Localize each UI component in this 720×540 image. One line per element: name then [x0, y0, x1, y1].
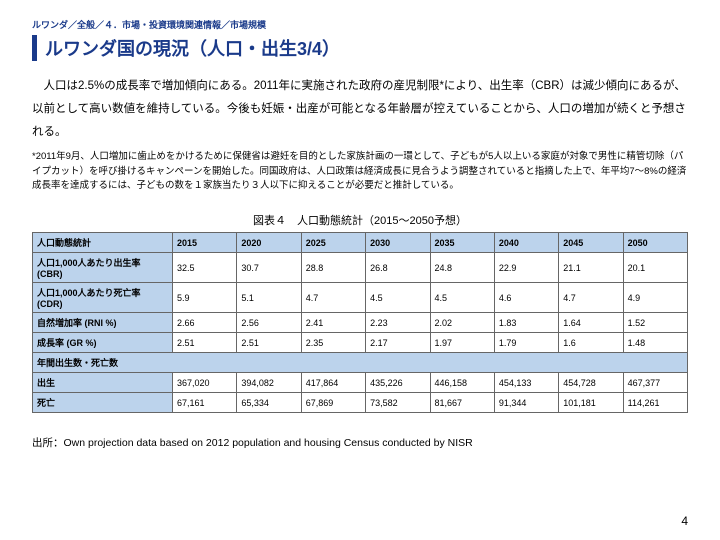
cell: 28.8 — [301, 253, 365, 283]
table-row: 死亡 67,161 65,334 67,869 73,582 81,667 91… — [33, 393, 688, 413]
row-label: 人口1,000人あたり出生率 (CBR) — [33, 253, 173, 283]
page-title: ルワンダ国の現況（人口・出生3/4） — [45, 35, 688, 61]
table-row: 成長率 (GR %) 2.51 2.51 2.35 2.17 1.97 1.79… — [33, 333, 688, 353]
cell: 2.17 — [366, 333, 430, 353]
row-label: 死亡 — [33, 393, 173, 413]
table-row: 人口1,000人あたり出生率 (CBR) 32.5 30.7 28.8 26.8… — [33, 253, 688, 283]
cell: 101,181 — [559, 393, 623, 413]
cell: 1.64 — [559, 313, 623, 333]
cell: 4.7 — [301, 283, 365, 313]
cell: 114,261 — [623, 393, 687, 413]
cell: 20.1 — [623, 253, 687, 283]
statistics-table: 人口動態統計 2015 2020 2025 2030 2035 2040 204… — [32, 232, 688, 413]
cell: 394,082 — [237, 373, 301, 393]
row-label: 自然増加率 (RNI %) — [33, 313, 173, 333]
col-header: 2025 — [301, 233, 365, 253]
row-label: 人口1,000人あたり死亡率 (CDR) — [33, 283, 173, 313]
cell: 4.6 — [494, 283, 558, 313]
cell: 65,334 — [237, 393, 301, 413]
cell: 2.51 — [237, 333, 301, 353]
cell: 81,667 — [430, 393, 494, 413]
cell: 67,869 — [301, 393, 365, 413]
table-subheader-row: 年間出生数・死亡数 — [33, 353, 688, 373]
table-row: 人口1,000人あたり死亡率 (CDR) 5.9 5.1 4.7 4.5 4.5… — [33, 283, 688, 313]
cell: 467,377 — [623, 373, 687, 393]
footnote-text: *2011年9月、人口増加に歯止めをかけるために保健省は避妊を目的とした家族計画… — [32, 150, 688, 194]
col-header: 2020 — [237, 233, 301, 253]
subheader-label: 年間出生数・死亡数 — [33, 353, 688, 373]
cell: 4.5 — [366, 283, 430, 313]
cell: 2.41 — [301, 313, 365, 333]
cell: 4.7 — [559, 283, 623, 313]
cell: 1.79 — [494, 333, 558, 353]
cell: 4.5 — [430, 283, 494, 313]
cell: 5.1 — [237, 283, 301, 313]
title-bar: ルワンダ国の現況（人口・出生3/4） — [32, 35, 688, 61]
page-number: 4 — [681, 514, 688, 528]
cell: 32.5 — [173, 253, 237, 283]
col-header: 2030 — [366, 233, 430, 253]
cell: 417,864 — [301, 373, 365, 393]
cell: 2.02 — [430, 313, 494, 333]
col-header: 2015 — [173, 233, 237, 253]
cell: 21.1 — [559, 253, 623, 283]
col-header: 2035 — [430, 233, 494, 253]
cell: 1.97 — [430, 333, 494, 353]
cell: 4.9 — [623, 283, 687, 313]
cell: 30.7 — [237, 253, 301, 283]
cell: 454,728 — [559, 373, 623, 393]
cell: 1.48 — [623, 333, 687, 353]
cell: 2.51 — [173, 333, 237, 353]
cell: 1.6 — [559, 333, 623, 353]
source-text: 出所：Own projection data based on 2012 pop… — [32, 435, 688, 450]
row-label: 成長率 (GR %) — [33, 333, 173, 353]
cell: 454,133 — [494, 373, 558, 393]
cell: 435,226 — [366, 373, 430, 393]
col-header: 2050 — [623, 233, 687, 253]
cell: 446,158 — [430, 373, 494, 393]
cell: 67,161 — [173, 393, 237, 413]
cell: 5.9 — [173, 283, 237, 313]
main-paragraph: 人口は2.5%の成長率で増加傾向にある。2011年に実施された政府の産児制限*に… — [32, 75, 688, 144]
table-caption: 図表４ 人口動態統計（2015〜2050予想） — [32, 212, 688, 228]
col-header: 人口動態統計 — [33, 233, 173, 253]
cell: 1.83 — [494, 313, 558, 333]
cell: 367,020 — [173, 373, 237, 393]
breadcrumb: ルワンダ／全般／４．市場・投資環境関連情報／市場規模 — [32, 18, 688, 31]
cell: 2.35 — [301, 333, 365, 353]
row-label: 出生 — [33, 373, 173, 393]
cell: 73,582 — [366, 393, 430, 413]
cell: 91,344 — [494, 393, 558, 413]
col-header: 2045 — [559, 233, 623, 253]
col-header: 2040 — [494, 233, 558, 253]
cell: 2.23 — [366, 313, 430, 333]
cell: 2.66 — [173, 313, 237, 333]
table-header-row: 人口動態統計 2015 2020 2025 2030 2035 2040 204… — [33, 233, 688, 253]
cell: 24.8 — [430, 253, 494, 283]
cell: 22.9 — [494, 253, 558, 283]
cell: 2.56 — [237, 313, 301, 333]
table-row: 出生 367,020 394,082 417,864 435,226 446,1… — [33, 373, 688, 393]
table-row: 自然増加率 (RNI %) 2.66 2.56 2.41 2.23 2.02 1… — [33, 313, 688, 333]
cell: 26.8 — [366, 253, 430, 283]
cell: 1.52 — [623, 313, 687, 333]
